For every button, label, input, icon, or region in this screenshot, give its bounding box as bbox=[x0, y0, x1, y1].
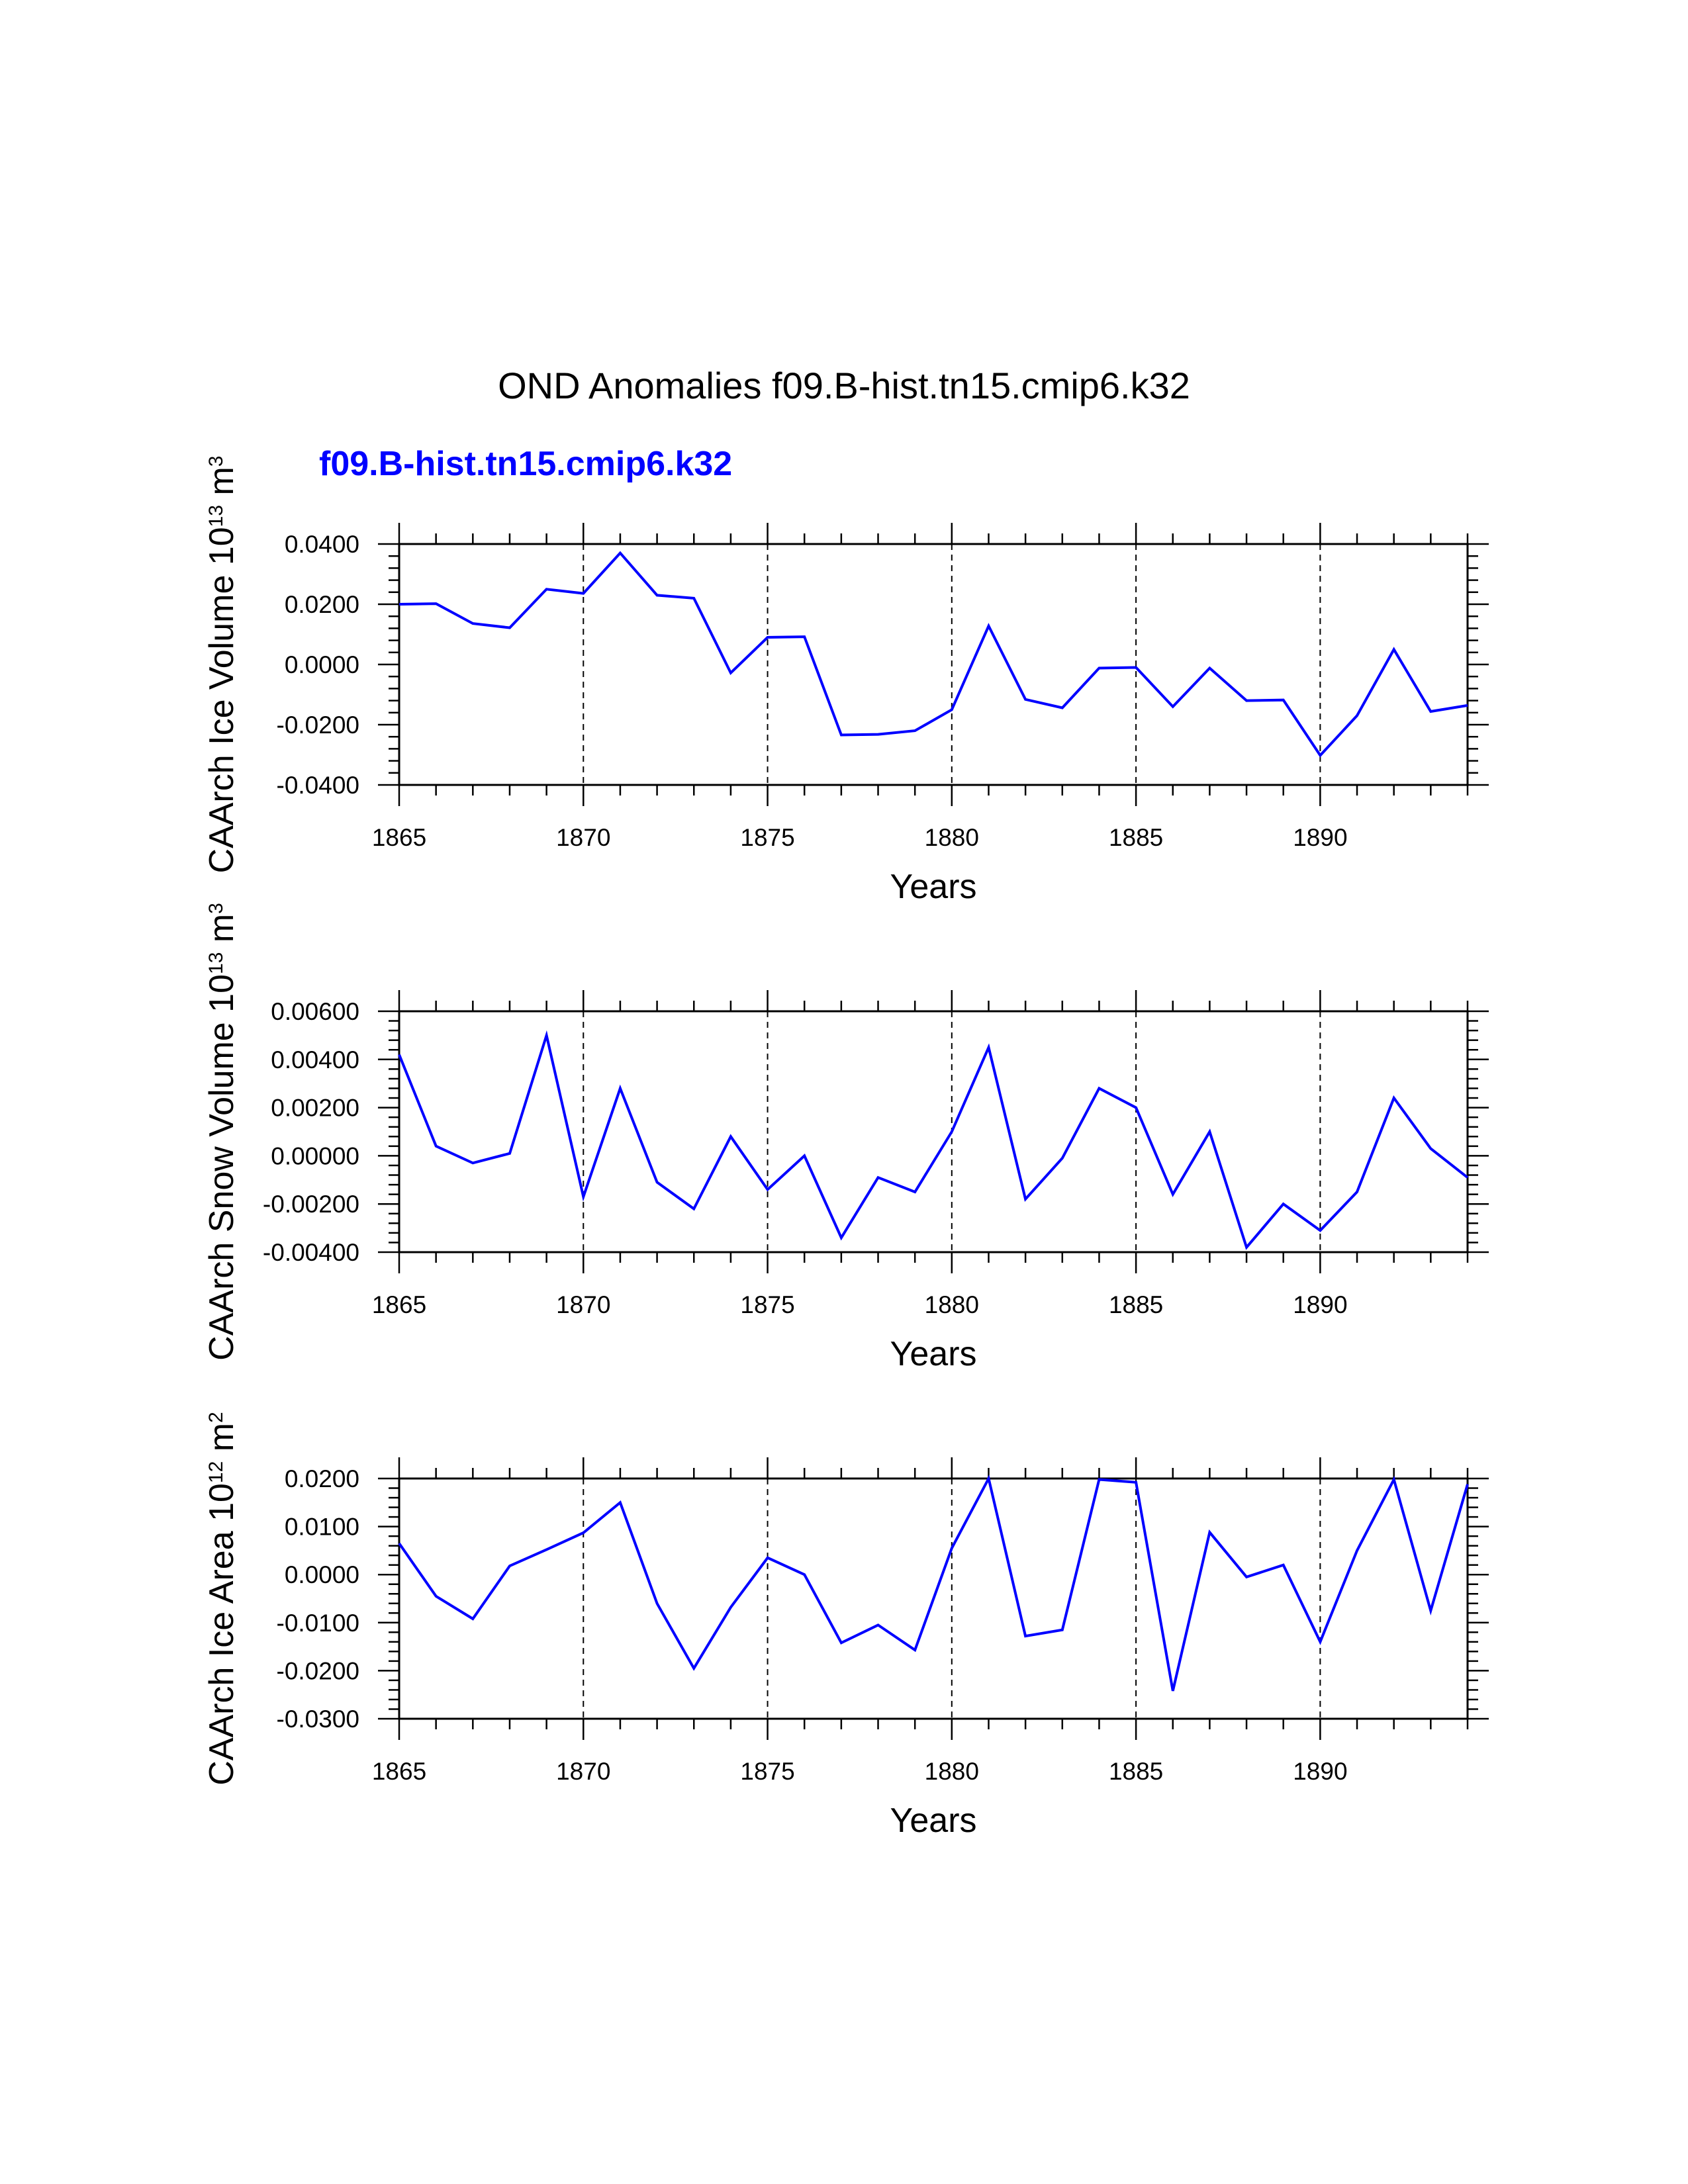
y-axis-label: CAArch Ice Volume 1013 m3 bbox=[203, 456, 241, 874]
x-tick-label: 1890 bbox=[1293, 824, 1347, 851]
x-axis-label: Years bbox=[890, 1335, 976, 1373]
x-tick-label: 1880 bbox=[925, 1758, 979, 1785]
figure-title: OND Anomalies f09.B-hist.tn15.cmip6.k32 bbox=[498, 365, 1190, 406]
y-tick-label: -0.00400 bbox=[263, 1239, 359, 1266]
y-tick-label: -0.0400 bbox=[277, 772, 360, 799]
y-axis-label: CAArch Snow Volume 1013 m3 bbox=[203, 903, 241, 1361]
y-tick-label: 0.00200 bbox=[271, 1095, 359, 1122]
series-subtitle: f09.B-hist.tn15.cmip6.k32 bbox=[319, 445, 732, 483]
x-tick-label: 1865 bbox=[372, 1758, 426, 1785]
y-tick-label: 0.0000 bbox=[285, 1561, 359, 1588]
x-axis-label: Years bbox=[890, 1801, 976, 1840]
x-tick-label: 1880 bbox=[925, 1291, 979, 1318]
chart-panel-3: 1865 1870 1875 1880 1885 1890 Years -0.0300 -0.0… bbox=[203, 1412, 1489, 1840]
x-tick-label: 1865 bbox=[372, 1291, 426, 1318]
y-tick-label: 0.0100 bbox=[285, 1514, 359, 1541]
y-tick-label: 0.00600 bbox=[271, 998, 359, 1025]
y-tick-label: 0.00000 bbox=[271, 1142, 359, 1169]
x-tick-label: 1870 bbox=[556, 1291, 610, 1318]
y-tick-label: 0.0200 bbox=[285, 1465, 359, 1492]
plot-frame bbox=[398, 1477, 1469, 1720]
chart-panels: 1865 1870 1875 1880 1885 1890 Years -0.0400 -0.0… bbox=[203, 456, 1489, 1840]
x-tick-label: 1880 bbox=[925, 824, 979, 851]
y-tick-label: -0.0200 bbox=[277, 1657, 360, 1684]
chart-panel-1: 1865 1870 1875 1880 1885 1890 Years -0.0400 -0.0… bbox=[203, 456, 1489, 906]
y-tick-label: -0.00200 bbox=[263, 1191, 359, 1218]
x-tick-label: 1885 bbox=[1109, 1758, 1163, 1785]
y-tick-label: 0.00400 bbox=[271, 1046, 359, 1073]
series-line bbox=[399, 551, 1468, 758]
y-tick-label: -0.0100 bbox=[277, 1610, 360, 1637]
x-axis-label: Years bbox=[890, 868, 976, 906]
y-tick-label: -0.0200 bbox=[277, 711, 360, 739]
chart-panel-2: 1865 1870 1875 1880 1885 1890 Years -0.00400 -0.… bbox=[203, 903, 1489, 1373]
series-line bbox=[398, 1475, 1469, 1692]
plot-frame bbox=[398, 1010, 1469, 1253]
y-tick-label: 0.0000 bbox=[285, 651, 359, 678]
x-tick-label: 1885 bbox=[1109, 1291, 1163, 1318]
x-tick-label: 1865 bbox=[372, 824, 426, 851]
x-tick-label: 1875 bbox=[740, 824, 794, 851]
x-tick-label: 1890 bbox=[1293, 1291, 1347, 1318]
x-tick-label: 1870 bbox=[556, 824, 610, 851]
x-tick-label: 1890 bbox=[1293, 1758, 1347, 1785]
x-tick-label: 1885 bbox=[1109, 824, 1163, 851]
x-tick-label: 1870 bbox=[556, 1758, 610, 1785]
plot-frame bbox=[398, 543, 1469, 786]
y-axis-label: CAArch Ice Area 1012 m2 bbox=[203, 1412, 241, 1786]
x-tick-label: 1875 bbox=[740, 1758, 794, 1785]
x-tick-label: 1875 bbox=[740, 1291, 794, 1318]
y-tick-label: 0.0400 bbox=[285, 531, 359, 558]
y-tick-label: -0.0300 bbox=[277, 1706, 360, 1733]
y-tick-label: 0.0200 bbox=[285, 591, 359, 618]
series-line bbox=[398, 1030, 1469, 1250]
